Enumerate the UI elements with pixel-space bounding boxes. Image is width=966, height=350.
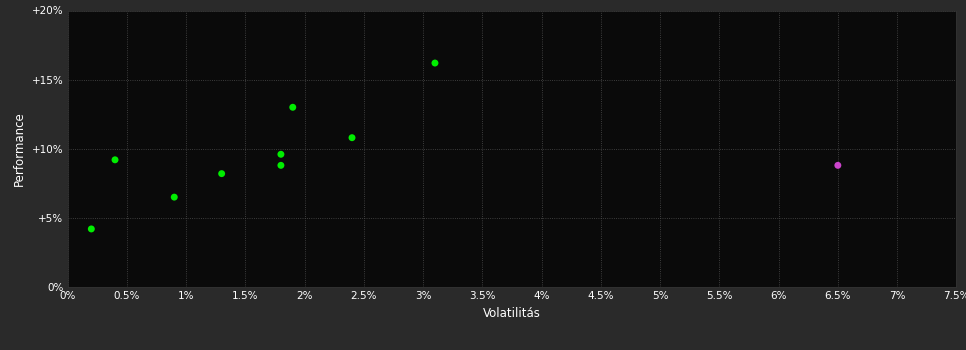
Point [427, 60, 442, 66]
Point [84, 226, 99, 232]
Point [107, 157, 123, 163]
Point [285, 105, 300, 110]
Point [273, 162, 289, 168]
Point [830, 162, 845, 168]
Point [344, 135, 359, 140]
Point [273, 152, 289, 157]
Point [166, 194, 182, 200]
Point [213, 171, 229, 176]
Y-axis label: Performance: Performance [14, 111, 26, 186]
X-axis label: Volatilitás: Volatilitás [483, 307, 541, 320]
